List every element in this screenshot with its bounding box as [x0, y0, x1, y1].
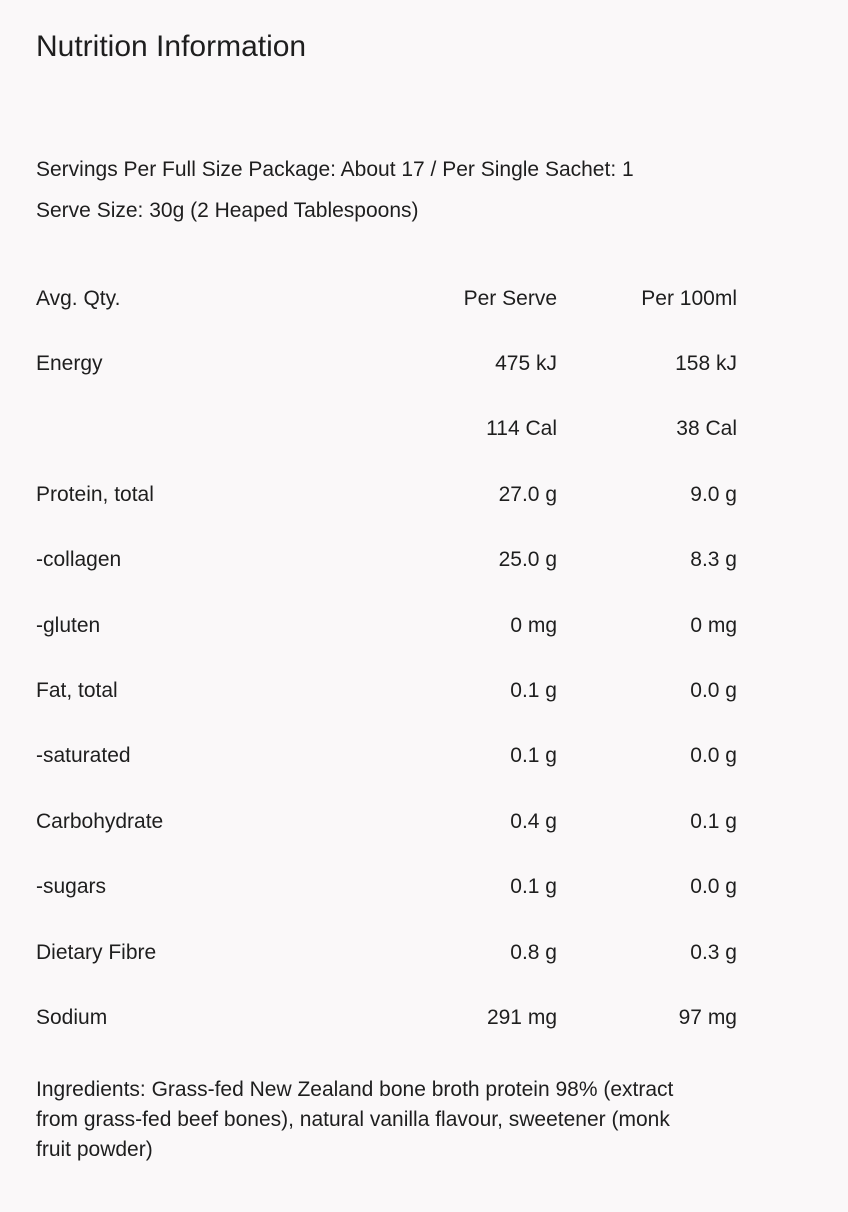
table-cell: 0.1 g — [690, 809, 737, 833]
table-cell: 158 kJ — [675, 352, 737, 376]
table-cell: Fat, total — [36, 679, 118, 703]
table-row: Sodium 291 mg 97 mg — [36, 985, 737, 1050]
table-cell: 0.0 g — [690, 875, 737, 899]
table-cell: Sodium — [36, 1005, 108, 1029]
ingredients: Ingredients: Grass-fed New Zealand bone … — [36, 1078, 674, 1161]
table-cell: 0.1 g — [510, 679, 557, 703]
table-row: Energy 475 kJ 158 kJ — [36, 331, 737, 396]
table-cell — [36, 397, 386, 462]
table-cell: 475 kJ — [495, 352, 557, 376]
table-cell: 9.0 g — [690, 482, 737, 506]
table-row: Dietary Fibre 0.8 g 0.3 g — [36, 920, 737, 985]
table-row: -sugars 0.1 g 0.0 g — [36, 855, 737, 920]
table-row: -gluten 0 mg 0 mg — [36, 593, 737, 658]
table-row: Avg. Qty. Per Serve Per 100ml — [36, 266, 737, 331]
table-row: Carbohydrate 0.4 g 0.1 g — [36, 789, 737, 854]
table-cell: 0.3 g — [690, 940, 737, 964]
table-cell: 0.4 g — [510, 809, 557, 833]
table-cell: 114 Cal — [486, 417, 557, 441]
table-cell: 0.1 g — [510, 875, 557, 899]
table-cell: Per 100ml — [641, 286, 737, 310]
table-cell: Protein, total — [36, 482, 154, 506]
table-cell: 0 mg — [690, 613, 737, 637]
table-cell: -sugars — [36, 875, 107, 899]
table-cell: 25.0 g — [498, 548, 557, 572]
table-cell: Avg. Qty. — [36, 286, 121, 310]
table-cell: 0.0 g — [690, 744, 737, 768]
table-row: 114 Cal 38 Cal — [36, 397, 737, 462]
table-cell: Carbohydrate — [36, 809, 164, 833]
table-cell: -collagen — [36, 548, 122, 572]
nutrition-table: Avg. Qty. Per Serve Per 100ml Energy 475 kJ 1… — [36, 266, 737, 1051]
table-cell: 0.0 g — [690, 679, 737, 703]
table-cell: 0 mg — [510, 613, 557, 637]
table-cell: 291 mg — [486, 1005, 557, 1029]
table-cell: -gluten — [36, 613, 101, 637]
table-cell: 0.8 g — [510, 940, 557, 964]
table-cell: 8.3 g — [690, 548, 737, 572]
table-row: -collagen 25.0 g 8.3 g — [36, 528, 737, 593]
table-cell: 27.0 g — [498, 482, 557, 506]
table-cell: Dietary Fibre — [36, 940, 157, 964]
servings: Servings Per Full Size Package: About 17… — [36, 158, 634, 181]
serve-size: Serve Size: 30g (2 Heaped Tablespoons) — [36, 199, 419, 222]
title: Nutrition Information — [36, 30, 307, 63]
table-cell: 38 Cal — [676, 417, 737, 441]
table-cell: Per Serve — [463, 286, 557, 310]
table-cell: 0.1 g — [510, 744, 557, 768]
table-cell: -saturated — [36, 744, 131, 768]
table-row: -saturated 0.1 g 0.0 g — [36, 724, 737, 789]
table-cell: 97 mg — [678, 1005, 737, 1029]
table-cell: Energy — [36, 352, 103, 376]
table-row: Fat, total 0.1 g 0.0 g — [36, 658, 737, 723]
table-row: Protein, total 27.0 g 9.0 g — [36, 462, 737, 527]
